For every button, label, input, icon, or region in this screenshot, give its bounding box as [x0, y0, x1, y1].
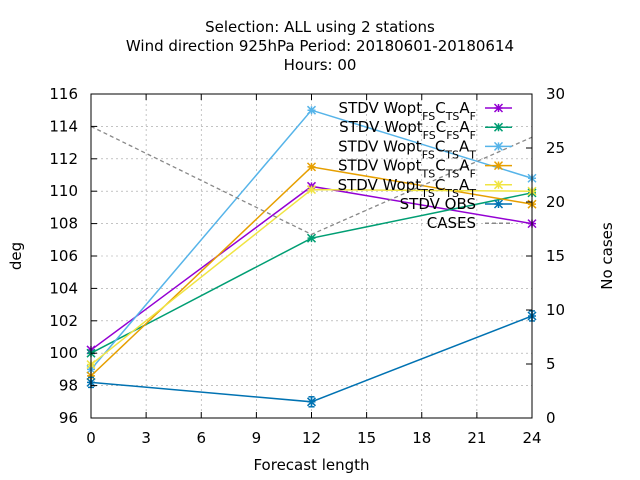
x-tick-label: 3: [141, 429, 151, 447]
legend-text-part: FS: [422, 148, 435, 161]
legend-text-part: A: [459, 137, 470, 155]
legend-label: CASES: [427, 214, 476, 232]
legend-text-part: C: [435, 157, 445, 175]
legend-text-part: A: [459, 118, 470, 136]
y2-axis-label: No cases: [598, 222, 616, 290]
legend-marker: [493, 103, 504, 113]
y2-tick-label: 25: [546, 139, 565, 157]
legend-text-part: A: [459, 99, 470, 117]
grid: [91, 94, 532, 418]
x-tick-label: 18: [412, 429, 431, 447]
series-line: [90, 315, 533, 403]
legend-text: STDV Wopt: [339, 99, 423, 117]
y-axis-label: deg: [7, 242, 25, 270]
title-line: Selection: ALL using 2 stations: [205, 18, 435, 36]
legend-text-part: F: [470, 167, 476, 180]
legend-label: STDV WoptFSCFSAF: [339, 118, 476, 142]
x-tick-label: 15: [357, 429, 376, 447]
x-tick-label: 24: [522, 429, 541, 447]
legend-text: STDV Wopt: [338, 137, 422, 155]
y-tick-label: 100: [49, 344, 78, 362]
legend-label: STDV OBS: [400, 195, 476, 213]
legend-marker: [493, 122, 504, 132]
y2-tick-label: 30: [546, 85, 565, 103]
legend-text-part: FS: [423, 129, 436, 142]
y2-tick-label: 15: [546, 247, 565, 265]
legend-text-part: FS: [422, 110, 435, 123]
legend-text-part: C: [436, 118, 446, 136]
y-tick-label: 106: [49, 247, 78, 265]
legend-marker: [493, 199, 504, 209]
y2-tick-label: 5: [546, 355, 556, 373]
legend-text-part: TS: [444, 148, 459, 161]
legend-text-part: T: [468, 186, 476, 199]
x-tick-label: 0: [86, 429, 96, 447]
legend-label: STDV WoptFSCTSAF: [339, 99, 476, 123]
legend-text-part: A: [459, 157, 470, 175]
legend-text-part: TS: [445, 110, 460, 123]
y-tick-label: 96: [59, 409, 78, 427]
y-tick-label: 110: [49, 182, 78, 200]
data-point: [306, 162, 317, 172]
legend-text-part: FS: [446, 129, 459, 142]
legend-text-part: TS: [445, 167, 460, 180]
x-tick-label: 12: [302, 429, 321, 447]
legend-text-part: C: [435, 137, 445, 155]
title-line: Hours: 00: [284, 56, 357, 74]
series-6: [90, 125, 533, 236]
legend-text: STDV Wopt: [338, 157, 422, 175]
legend-text-part: F: [470, 129, 476, 142]
y2-tick-label: 10: [546, 301, 565, 319]
data-point: [306, 185, 317, 195]
y-tick-label: 114: [49, 117, 78, 135]
y-tick-label: 104: [49, 279, 78, 297]
legend-text: STDV Wopt: [338, 176, 422, 194]
y-tick-label: 98: [59, 377, 78, 395]
data-point: [306, 105, 317, 115]
legend-marker: [493, 161, 504, 171]
data-point: [306, 233, 317, 243]
y-tick-label: 116: [49, 85, 78, 103]
y-tick-label: 108: [49, 215, 78, 233]
x-tick-label: 9: [252, 429, 262, 447]
legend-text-part: C: [435, 99, 445, 117]
title-line: Wind direction 925hPa Period: 20180601-2…: [126, 37, 514, 55]
legend-text-part: TS: [420, 186, 435, 199]
legend-text-part: TS: [421, 167, 436, 180]
legend-label: STDV WoptFSCTSAT: [338, 137, 476, 161]
legend-text-part: TS: [444, 186, 459, 199]
legend-text: STDV OBS: [400, 195, 476, 213]
legend-label: STDV WoptTSCTSAF: [338, 157, 476, 181]
x-tick-label: 21: [467, 429, 486, 447]
series-line: [90, 125, 533, 236]
legend-text: CASES: [427, 214, 476, 232]
legend-text-part: T: [468, 148, 476, 161]
legend-marker: [493, 180, 504, 190]
y-tick-label: 112: [49, 150, 78, 168]
legend-text-part: C: [435, 176, 445, 194]
legend-label: STDV WoptTSCTSAT: [338, 176, 477, 200]
y-tick-label: 102: [49, 312, 78, 330]
x-tick-label: 6: [196, 429, 206, 447]
y2-tick-label: 0: [546, 409, 556, 427]
axis-ticks: 0 3 6 9 12 15 18 21 2496981001021041061081101121…: [49, 85, 565, 447]
y2-tick-label: 20: [546, 193, 565, 211]
legend-text-part: F: [470, 110, 476, 123]
x-axis-label: Forecast length: [253, 456, 369, 474]
legend-marker: [493, 141, 504, 151]
legend-text: STDV Wopt: [339, 118, 423, 136]
legend-text-part: A: [459, 176, 470, 194]
